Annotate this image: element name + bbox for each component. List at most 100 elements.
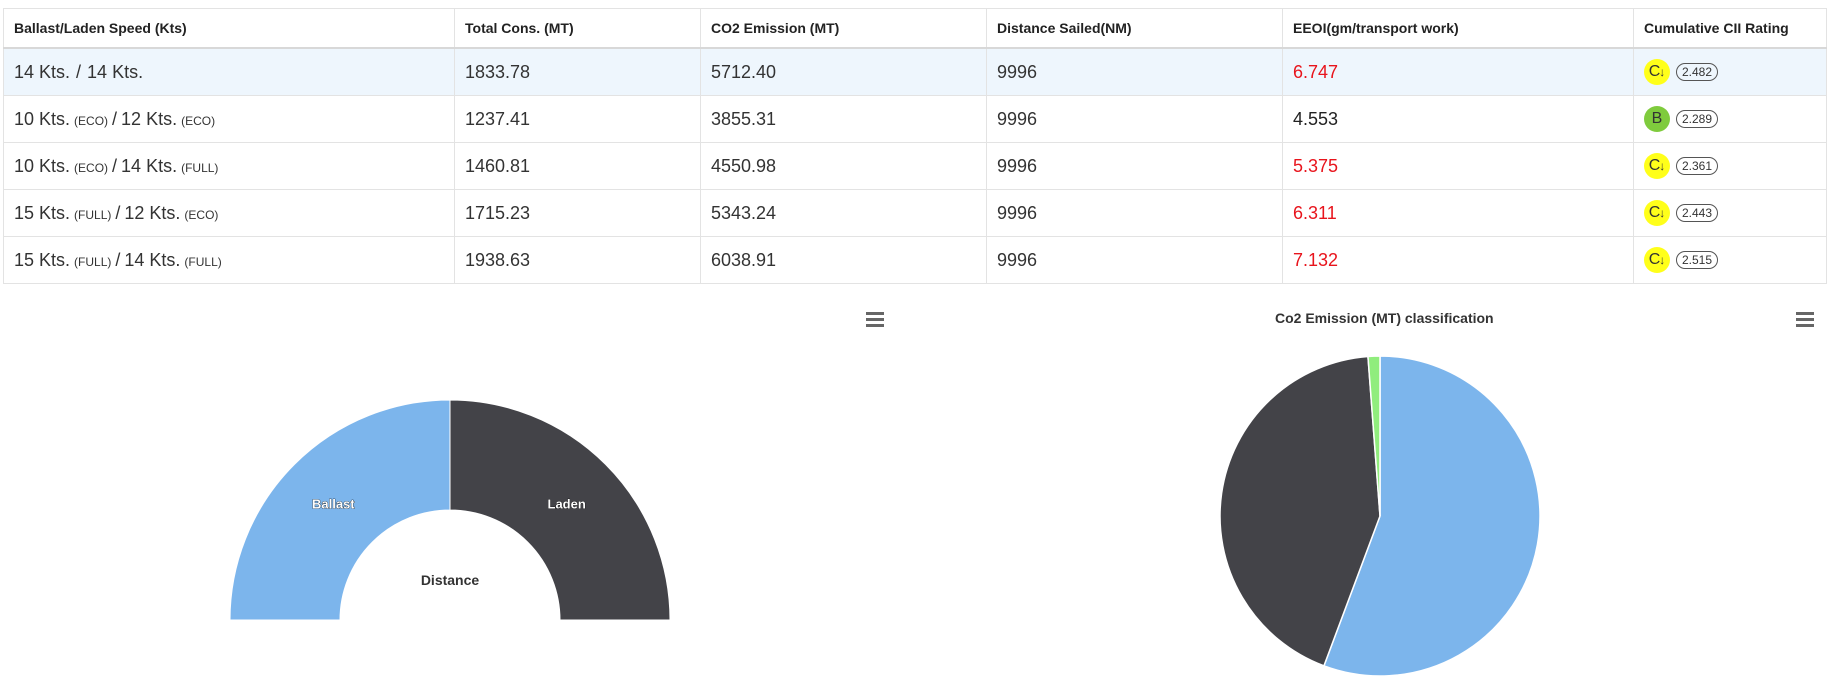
cii-rating-value: 2.361 (1676, 157, 1719, 175)
cii-rating-value: 2.443 (1676, 204, 1719, 222)
total-cons-cell: 1833.78 (454, 47, 701, 96)
speed-separator: / (115, 202, 121, 223)
laden-mode: (ECO) (184, 207, 219, 222)
laden-speed: 14 Kts. (87, 61, 144, 82)
speed-cell: 10 Kts. (ECO)/14 Kts. (FULL) (3, 142, 455, 190)
laden-speed: 14 Kts. (121, 155, 178, 176)
distance-cell: 9996 (986, 47, 1283, 96)
table-body: 14 Kts./14 Kts. 1833.78 5712.40 9996 6.747 C↓… (3, 47, 1827, 284)
speed-separator: / (115, 249, 121, 270)
eeoi-cell: 6.747 (1282, 47, 1634, 96)
speed-cell: 10 Kts. (ECO)/12 Kts. (ECO) (3, 95, 455, 143)
cii-rating-letter: C (1648, 204, 1661, 221)
laden-mode: (FULL) (181, 160, 219, 175)
table-row[interactable]: 10 Kts. (ECO)/12 Kts. (ECO) 1237.41 3855.31 9… (3, 95, 1827, 143)
co2-emission-cell: 3855.31 (700, 95, 987, 143)
cii-rating-badge: C↓ (1644, 247, 1670, 273)
cii-rating-badge: C↓ (1644, 153, 1670, 179)
ballast-mode: (ECO) (74, 113, 109, 128)
chart-title-co2-classification: Co2 Emission (MT) classification (1275, 310, 1494, 326)
down-arrow-icon: ↓ (1659, 253, 1666, 267)
speed-separator: / (112, 155, 118, 176)
ballast-speed: 15 Kts. (14, 249, 71, 270)
co2-emission-cell: 5712.40 (700, 47, 987, 96)
ballast-mode: (FULL) (74, 254, 112, 269)
cii-rating-letter: B (1651, 110, 1663, 127)
eeoi-cell: 4.553 (1282, 95, 1634, 143)
ballast-mode: (ECO) (74, 160, 109, 175)
pie-slice[interactable] (1367, 355, 1381, 517)
speed-separator: / (76, 61, 82, 82)
ballast-speed: 14 Kts. (14, 61, 71, 82)
down-arrow-icon: ↓ (1659, 159, 1666, 173)
cii-rating-letter: C (1648, 63, 1661, 80)
table-row[interactable]: 14 Kts./14 Kts. 1833.78 5712.40 9996 6.747 C↓… (3, 47, 1827, 96)
slice-ballast[interactable] (229, 399, 451, 621)
ballast-speed: 10 Kts. (14, 108, 71, 129)
co2-classification-pie-chart (1219, 355, 1541, 677)
laden-speed: 14 Kts. (124, 249, 181, 270)
cii-rating-letter: C (1648, 251, 1661, 268)
speed-cell: 14 Kts./14 Kts. (3, 47, 455, 96)
table-row[interactable]: 15 Kts. (FULL)/12 Kts. (ECO) 1715.23 5343.24… (3, 189, 1827, 237)
column-header-cii-rating[interactable]: Cumulative CII Rating (1633, 8, 1827, 49)
speed-cell: 15 Kts. (FULL)/14 Kts. (FULL) (3, 236, 455, 284)
cii-rating-value: 2.515 (1676, 251, 1719, 269)
cii-rating-cell: B 2.289 (1633, 95, 1827, 143)
total-cons-cell: 1237.41 (454, 95, 701, 143)
eeoi-cell: 7.132 (1282, 236, 1634, 284)
cii-rating-letter: C (1648, 157, 1661, 174)
cii-rating-badge: C↓ (1644, 59, 1670, 85)
hamburger-menu-icon[interactable] (864, 310, 886, 328)
hamburger-menu-icon[interactable] (1794, 310, 1816, 328)
slice-label-ballast: Ballast (312, 496, 355, 511)
speed-separator: / (112, 108, 118, 129)
laden-speed: 12 Kts. (124, 202, 181, 223)
ballast-speed: 15 Kts. (14, 202, 71, 223)
down-arrow-icon: ↓ (1659, 206, 1666, 220)
cii-rating-badge: B (1644, 106, 1670, 132)
speed-cell: 15 Kts. (FULL)/12 Kts. (ECO) (3, 189, 455, 237)
co2-emission-cell: 5343.24 (700, 189, 987, 237)
ballast-speed: 10 Kts. (14, 155, 71, 176)
cii-rating-cell: C↓ 2.361 (1633, 142, 1827, 190)
distance-cell: 9996 (986, 95, 1283, 143)
distance-cell: 9996 (986, 236, 1283, 284)
down-arrow-icon: ↓ (1659, 65, 1666, 79)
cii-rating-value: 2.289 (1676, 110, 1719, 128)
distance-cell: 9996 (986, 142, 1283, 190)
laden-mode: (FULL) (184, 254, 222, 269)
column-header-total-cons[interactable]: Total Cons. (MT) (454, 8, 701, 49)
donut-center-label: Distance (421, 572, 480, 588)
co2-emission-cell: 6038.91 (700, 236, 987, 284)
cii-rating-badge: C↓ (1644, 200, 1670, 226)
cii-rating-value: 2.482 (1676, 63, 1719, 81)
pie-slice[interactable] (1219, 355, 1381, 667)
column-header-speed[interactable]: Ballast/Laden Speed (Kts) (3, 8, 455, 49)
eeoi-cell: 6.311 (1282, 189, 1634, 237)
eeoi-cell: 5.375 (1282, 142, 1634, 190)
laden-speed: 12 Kts. (121, 108, 178, 129)
distance-cell: 9996 (986, 189, 1283, 237)
co2-emission-cell: 4550.98 (700, 142, 987, 190)
column-header-distance[interactable]: Distance Sailed(NM) (986, 8, 1283, 49)
cii-rating-cell: C↓ 2.443 (1633, 189, 1827, 237)
slice-label-laden: Laden (548, 496, 586, 511)
speed-comparison-table-container: Ballast/Laden Speed (Kts) Total Cons. (M… (3, 8, 1827, 284)
table-header-row: Ballast/Laden Speed (Kts) Total Cons. (M… (3, 8, 1827, 49)
distance-semi-donut-chart: Ballast Laden Distance (229, 399, 671, 621)
cii-rating-cell: C↓ 2.515 (1633, 236, 1827, 284)
ballast-mode: (FULL) (74, 207, 112, 222)
cii-rating-cell: C↓ 2.482 (1633, 47, 1827, 96)
table-row[interactable]: 15 Kts. (FULL)/14 Kts. (FULL) 1938.63 6038.9… (3, 236, 1827, 284)
total-cons-cell: 1460.81 (454, 142, 701, 190)
slice-laden[interactable] (449, 399, 671, 621)
pie-slice[interactable] (1322, 355, 1541, 677)
speed-comparison-table: Ballast/Laden Speed (Kts) Total Cons. (M… (3, 8, 1827, 284)
column-header-eeoi[interactable]: EEOI(gm/transport work) (1282, 8, 1634, 49)
laden-mode: (ECO) (181, 113, 216, 128)
total-cons-cell: 1715.23 (454, 189, 701, 237)
table-row[interactable]: 10 Kts. (ECO)/14 Kts. (FULL) 1460.81 4550.98… (3, 142, 1827, 190)
column-header-co2-emission[interactable]: CO2 Emission (MT) (700, 8, 987, 49)
total-cons-cell: 1938.63 (454, 236, 701, 284)
